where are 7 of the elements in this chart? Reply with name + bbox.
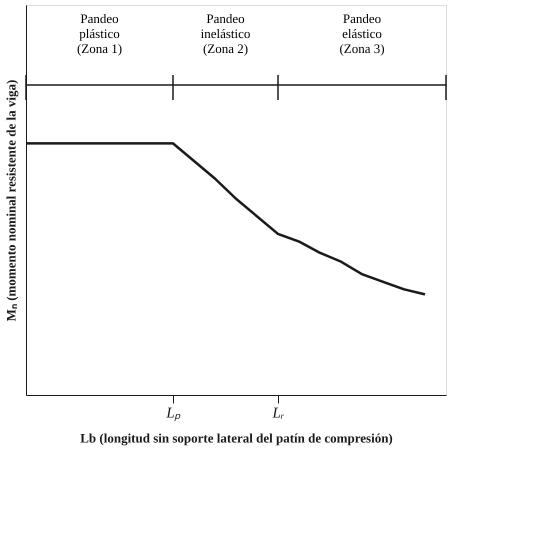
text: Pandeo plástico (Zona 1) [76, 11, 122, 56]
text: Pandeo inelástico (Zona 2) [200, 11, 250, 56]
x-axis-title: Lb (longitud sin soporte lateral del patín de compresión) [80, 430, 393, 446]
y-axis-title: Mₙ (momento nominal resistente de la viga) [4, 80, 18, 322]
x-tick-label: Lᵣ [271, 406, 285, 422]
x-tick-label: Lₚ [165, 406, 182, 422]
text: Pandeo elástico (Zona 3) [339, 11, 385, 56]
